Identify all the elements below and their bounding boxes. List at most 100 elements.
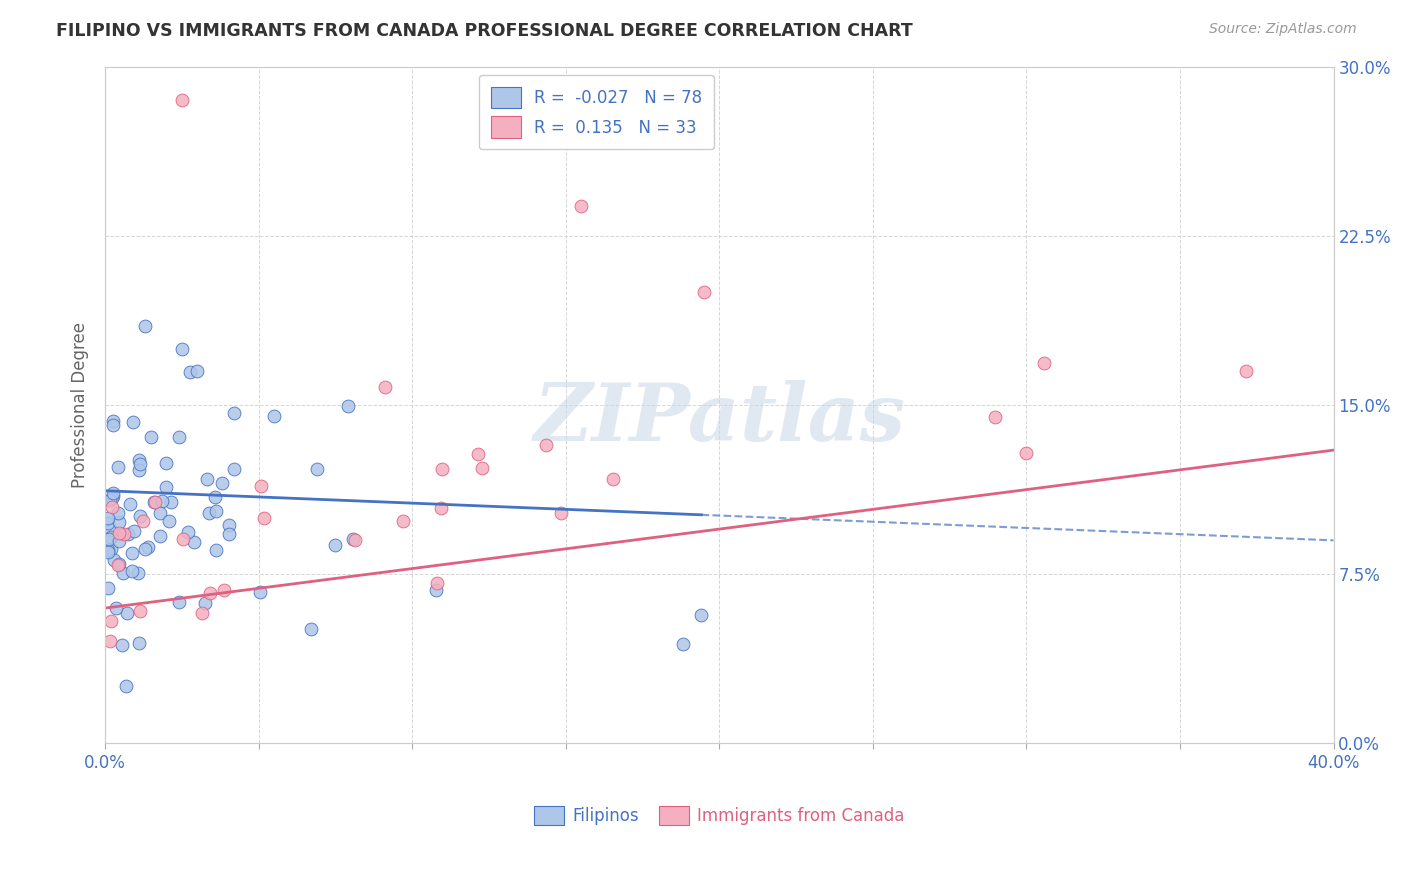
- Point: [211, 476, 233, 491]
- Point: [107, 507, 129, 521]
- Point: [205, 542, 228, 557]
- Point: [204, 491, 226, 505]
- Point: [98, 532, 121, 546]
- Text: FILIPINO VS IMMIGRANTS FROM CANADA PROFESSIONAL DEGREE CORRELATION CHART: FILIPINO VS IMMIGRANTS FROM CANADA PROFE…: [56, 22, 912, 40]
- Point: [342, 532, 364, 546]
- Point: [112, 527, 135, 541]
- Point: [534, 438, 557, 452]
- Point: [108, 533, 131, 548]
- Point: [128, 636, 150, 650]
- Point: [253, 511, 276, 525]
- Point: [222, 406, 245, 420]
- Point: [179, 365, 201, 379]
- Point: [186, 364, 208, 378]
- Point: [160, 495, 183, 509]
- Point: [103, 418, 125, 433]
- Point: [425, 583, 447, 598]
- Point: [111, 566, 134, 580]
- Point: [101, 486, 124, 500]
- Point: [430, 462, 453, 476]
- Point: [97, 511, 120, 525]
- Point: [107, 558, 129, 572]
- Point: [690, 608, 713, 623]
- Point: [97, 581, 120, 595]
- Point: [374, 380, 396, 394]
- Point: [205, 504, 228, 518]
- Point: [150, 494, 173, 508]
- Point: [98, 492, 121, 507]
- Point: [1234, 364, 1257, 378]
- Point: [170, 94, 193, 108]
- Point: [173, 532, 195, 546]
- Point: [121, 565, 143, 579]
- Point: [194, 596, 217, 610]
- Point: [197, 506, 219, 520]
- Point: [98, 634, 121, 648]
- Point: [198, 586, 221, 600]
- Point: [569, 199, 592, 213]
- Point: [218, 526, 240, 541]
- Point: [693, 285, 716, 300]
- Point: [129, 509, 152, 524]
- Text: ZIPatlas: ZIPatlas: [533, 380, 905, 458]
- Point: [471, 461, 494, 475]
- Point: [426, 576, 449, 591]
- Point: [984, 409, 1007, 424]
- Point: [97, 542, 120, 557]
- Point: [142, 495, 165, 509]
- Point: [157, 514, 180, 528]
- Point: [337, 399, 360, 413]
- Point: [344, 533, 367, 548]
- Point: [100, 530, 122, 544]
- Point: [139, 430, 162, 444]
- Point: [305, 462, 328, 476]
- Point: [100, 614, 122, 628]
- Point: [299, 622, 322, 636]
- Y-axis label: Professional Degree: Professional Degree: [72, 322, 89, 488]
- Point: [249, 585, 271, 599]
- Point: [120, 497, 142, 511]
- Point: [97, 516, 120, 530]
- Point: [100, 523, 122, 537]
- Point: [101, 491, 124, 505]
- Point: [115, 679, 138, 693]
- Point: [672, 637, 695, 651]
- Point: [131, 514, 153, 528]
- Point: [115, 606, 138, 620]
- Point: [103, 552, 125, 566]
- Point: [129, 604, 152, 618]
- Point: [195, 472, 218, 486]
- Point: [97, 544, 120, 558]
- Point: [134, 319, 156, 334]
- Point: [323, 538, 346, 552]
- Point: [107, 515, 129, 529]
- Point: [391, 514, 413, 528]
- Point: [155, 480, 177, 494]
- Point: [249, 478, 271, 492]
- Point: [177, 524, 200, 539]
- Point: [121, 415, 143, 429]
- Point: [169, 430, 191, 444]
- Point: [105, 601, 128, 615]
- Point: [134, 541, 156, 556]
- Point: [128, 453, 150, 467]
- Point: [101, 489, 124, 503]
- Text: Source: ZipAtlas.com: Source: ZipAtlas.com: [1209, 22, 1357, 37]
- Point: [602, 472, 624, 486]
- Point: [127, 566, 149, 580]
- Point: [107, 460, 129, 475]
- Point: [107, 557, 129, 571]
- Point: [155, 456, 177, 470]
- Point: [224, 461, 246, 475]
- Point: [183, 535, 205, 549]
- Point: [149, 529, 172, 543]
- Point: [1015, 446, 1038, 460]
- Point: [429, 500, 451, 515]
- Point: [467, 447, 489, 461]
- Point: [263, 409, 285, 424]
- Point: [214, 582, 236, 597]
- Point: [100, 541, 122, 556]
- Point: [128, 463, 150, 477]
- Point: [191, 606, 214, 620]
- Point: [170, 342, 193, 356]
